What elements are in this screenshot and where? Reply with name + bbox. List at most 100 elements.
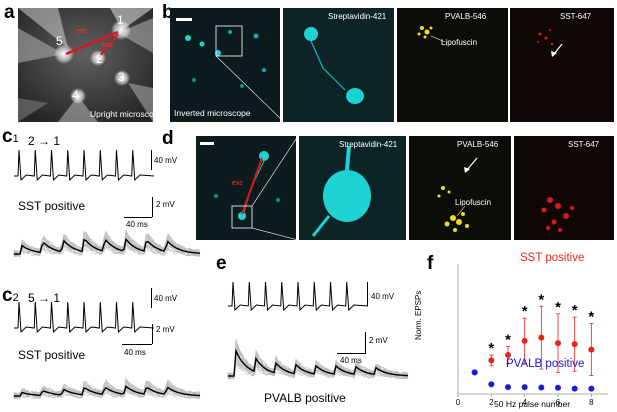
f-sst-legend: SST positive [520, 252, 585, 264]
e-presynaptic-trace [228, 281, 369, 312]
c1-pair-label: 2 → 1 [28, 134, 61, 148]
d-overview-image: exc [196, 136, 296, 240]
cell-5-label: 5 [56, 34, 63, 48]
cell-1-label: 1 [117, 13, 124, 27]
cell-4-label: 4 [72, 88, 79, 102]
x-tick-label: 4 [522, 398, 527, 407]
single-trace [13, 244, 201, 258]
f-xlabel: 50 Hz pulse number [494, 399, 571, 409]
c2-pair-label: 5 → 1 [28, 291, 61, 305]
c1-time-scale-bar [124, 217, 152, 218]
e-epsp-traces [227, 339, 409, 380]
data-point [538, 334, 545, 341]
single-trace [227, 362, 409, 380]
f-chart: 0 2 4 6 8 * * * * * * * [456, 264, 608, 407]
x-tick-label: 0 [456, 398, 461, 407]
c2-epsp-scale: 2 mV [156, 325, 175, 334]
significance-marker: * [488, 340, 494, 357]
data-point [505, 384, 511, 391]
c1-time-scale: 40 ms [126, 220, 148, 229]
x-tick-label: 2 [489, 398, 494, 407]
panel-e-label: e [216, 253, 227, 274]
c2-epsp-traces [13, 377, 201, 400]
pipette-image [18, 8, 153, 122]
panel-d-label: d [162, 128, 174, 149]
e-time-scale-bar [337, 353, 365, 354]
data-point [488, 357, 495, 364]
data-point [555, 340, 561, 347]
c1-epsp-scale-bar [152, 197, 153, 217]
data-point [571, 385, 578, 392]
significance-marker: * [572, 302, 578, 319]
d-streptavidin-image: Streptavidin-421 [299, 136, 406, 240]
d-ch1-label: Streptavidin-421 [339, 140, 398, 149]
single-trace [13, 237, 201, 253]
exc-label-2: exc [102, 42, 113, 49]
c2-presynaptic-trace [14, 301, 155, 334]
d-lipofuscin-label: Lipofuscin [455, 198, 492, 207]
e-vscale: 40 mV [371, 292, 395, 301]
single-trace [13, 231, 201, 255]
c1-group-label: SST positive [18, 199, 86, 213]
c2-time-scale: 40 ms [124, 348, 146, 357]
e-time-scale: 40 ms [340, 356, 362, 365]
c1-vscale-bar [151, 150, 152, 170]
b-pvalb-image: PVALB-546 Lipofuscin [397, 8, 508, 122]
f-ylabel: Norm. EPSPs [414, 290, 423, 340]
exc-label-1: exc [76, 28, 87, 35]
e-epsp-scale-bar [365, 332, 366, 354]
data-point [488, 381, 495, 388]
panel-c1-label: c1 [2, 126, 19, 147]
d-ch2-label: PVALB-546 [457, 140, 499, 149]
single-trace [13, 242, 201, 254]
b-lipofuscin-label: Lipofuscin [441, 38, 478, 47]
data-point [588, 346, 595, 353]
x-tick-label: 6 [556, 398, 561, 407]
data-point [588, 385, 595, 392]
single-trace [13, 247, 201, 258]
single-trace [227, 357, 409, 378]
data-point [471, 369, 478, 376]
c2-group-label: SST positive [18, 348, 86, 362]
data-point [521, 384, 528, 391]
panel-a-label: a [4, 2, 15, 23]
b-ch2-label: PVALB-546 [445, 12, 487, 21]
significance-marker: * [588, 309, 594, 326]
x-tick-label: 8 [589, 398, 594, 407]
cell-2-label: 2 [96, 52, 103, 66]
d-sst-image: SST-647 [514, 136, 614, 240]
single-trace [227, 341, 409, 377]
data-point [521, 337, 528, 344]
c2-vscale: 40 mV [154, 294, 178, 303]
c2-vscale-bar [151, 288, 152, 308]
b-sst-image: SST-647 [510, 8, 614, 122]
data-point [505, 352, 511, 358]
d-ch3-label: SST-647 [568, 140, 600, 149]
significance-marker: * [555, 299, 561, 316]
panel-c2-label: c2 [2, 285, 19, 306]
e-group-label: PVALB positive [264, 391, 346, 405]
single-trace [13, 387, 200, 396]
b-ch3-label: SST-647 [560, 12, 592, 21]
upright-microscope-image: 1 2 3 4 5 exc exc Upright microscope [18, 8, 153, 122]
significance-marker: * [522, 303, 528, 320]
single-trace [13, 241, 201, 257]
data-point [555, 384, 561, 391]
b-ch1-label: Streptavidin-421 [328, 12, 387, 21]
single-trace [227, 360, 409, 379]
single-trace [13, 241, 201, 255]
panel-f-label: f [427, 253, 434, 274]
c2-time-scale-bar [122, 344, 152, 345]
c2-epsp-scale-bar [152, 324, 153, 344]
zoom-lines-d [252, 136, 299, 240]
c1-epsp-traces [13, 229, 201, 258]
panel-b-label: b [162, 2, 174, 23]
e-vscale-bar [367, 282, 368, 306]
single-trace [227, 360, 409, 376]
single-trace [13, 380, 201, 396]
c1-epsp-scale: 2 mV [156, 200, 175, 209]
f-pvalb-legend: PVALB positive [506, 358, 585, 370]
d-pvalb-image: PVALB-546 Lipofuscin [409, 136, 511, 240]
single-trace [13, 392, 201, 400]
cell-3-label: 3 [118, 70, 125, 84]
